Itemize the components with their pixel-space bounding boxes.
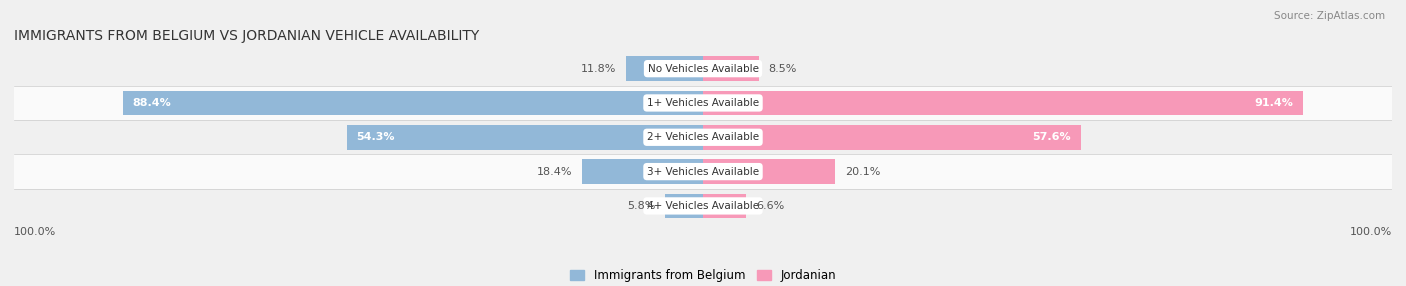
Bar — [703, 125, 1081, 150]
Bar — [703, 159, 835, 184]
Bar — [347, 125, 703, 150]
Text: 2+ Vehicles Available: 2+ Vehicles Available — [647, 132, 759, 142]
Bar — [14, 86, 1392, 120]
Text: 8.5%: 8.5% — [769, 64, 797, 74]
Bar — [122, 91, 703, 115]
Bar — [703, 91, 1303, 115]
Bar — [703, 194, 747, 218]
Text: 54.3%: 54.3% — [357, 132, 395, 142]
Text: 88.4%: 88.4% — [132, 98, 172, 108]
Text: 18.4%: 18.4% — [537, 167, 572, 176]
Text: 11.8%: 11.8% — [581, 64, 616, 74]
Text: 91.4%: 91.4% — [1254, 98, 1294, 108]
Bar — [14, 51, 1392, 86]
Text: 4+ Vehicles Available: 4+ Vehicles Available — [647, 201, 759, 211]
Text: IMMIGRANTS FROM BELGIUM VS JORDANIAN VEHICLE AVAILABILITY: IMMIGRANTS FROM BELGIUM VS JORDANIAN VEH… — [14, 29, 479, 43]
Bar — [582, 159, 703, 184]
Text: 3+ Vehicles Available: 3+ Vehicles Available — [647, 167, 759, 176]
Text: 20.1%: 20.1% — [845, 167, 880, 176]
Legend: Immigrants from Belgium, Jordanian: Immigrants from Belgium, Jordanian — [569, 269, 837, 282]
Bar — [703, 56, 759, 81]
Text: 100.0%: 100.0% — [1350, 227, 1392, 237]
Text: 5.8%: 5.8% — [627, 201, 655, 211]
Text: 6.6%: 6.6% — [756, 201, 785, 211]
Bar — [14, 189, 1392, 223]
Text: 1+ Vehicles Available: 1+ Vehicles Available — [647, 98, 759, 108]
Text: 57.6%: 57.6% — [1032, 132, 1071, 142]
Text: 100.0%: 100.0% — [14, 227, 56, 237]
Bar — [14, 120, 1392, 154]
Text: No Vehicles Available: No Vehicles Available — [648, 64, 758, 74]
Bar — [626, 56, 703, 81]
Bar — [14, 154, 1392, 189]
Bar — [665, 194, 703, 218]
Text: Source: ZipAtlas.com: Source: ZipAtlas.com — [1274, 11, 1385, 21]
